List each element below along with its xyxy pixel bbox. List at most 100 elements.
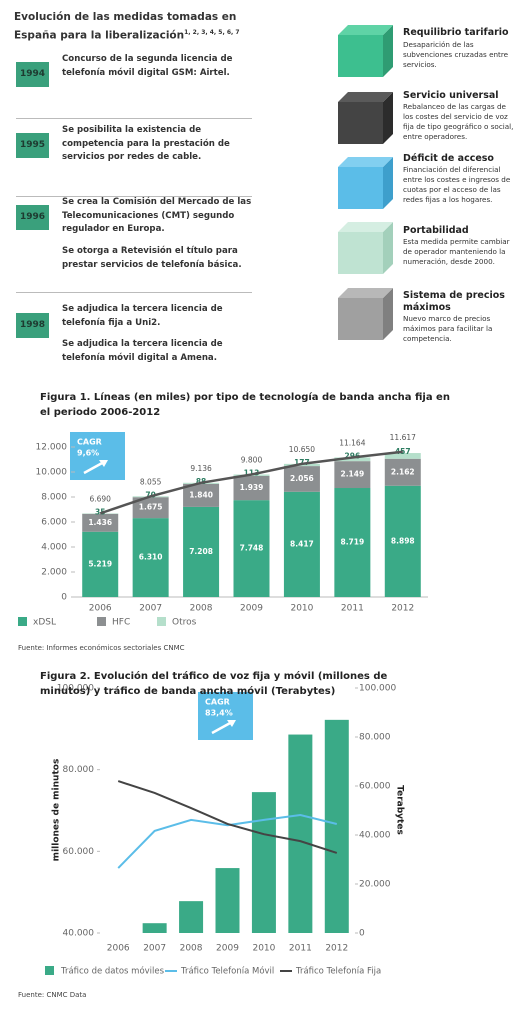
line <box>117 780 338 854</box>
measure-description: Desaparición de las subvenciones cruzada… <box>403 40 509 69</box>
bar-segment <box>233 475 270 501</box>
value-label: 1.436 <box>88 518 112 527</box>
bar-segment <box>334 457 371 462</box>
value-label: 70 <box>145 490 155 499</box>
value-label: 1.675 <box>139 503 163 512</box>
year-box: 1995 <box>16 133 49 158</box>
bar-segment <box>132 497 169 519</box>
bar-segment <box>82 531 119 597</box>
x-tick-label: 2008 <box>190 604 213 614</box>
y-tick-label: 80.000 <box>63 765 95 775</box>
value-label: 113 <box>244 469 260 478</box>
value-label: 8.898 <box>391 536 415 545</box>
y2-tick-label: 100.000 <box>359 684 396 694</box>
bar-segment <box>334 488 371 597</box>
total-label: 11.164 <box>339 438 365 447</box>
cube-side <box>383 288 393 340</box>
superscript: 1, 2, 3, 4, 5, 6, 7 <box>184 29 240 36</box>
y2-tick-label: 0 <box>359 929 365 939</box>
y-tick-label: 8.000 <box>41 493 67 503</box>
cube-side <box>383 92 393 144</box>
line <box>117 813 338 869</box>
measure-title: Requilibrio tarifario <box>403 27 509 38</box>
cagr-arrow <box>211 720 233 735</box>
value-label: 6.310 <box>139 553 163 562</box>
value-label: 7.208 <box>189 547 213 556</box>
value-label: 8.417 <box>290 539 314 548</box>
bar-segment <box>384 458 421 486</box>
bar-segment <box>233 500 270 597</box>
timeline-text: Se crea la Comisión del Mercado de las T… <box>62 197 252 234</box>
measure-description: Financiación del diferencial entre los c… <box>403 165 511 204</box>
bar-segment <box>183 483 220 507</box>
measure-description: Nuevo marco de precios máximos para faci… <box>403 314 493 343</box>
value-label: 296 <box>345 451 361 460</box>
cube-face <box>338 167 383 209</box>
bar-segment <box>283 491 320 597</box>
source: Fuente: Informes económicos sectoriales … <box>18 644 185 652</box>
value-label: 2.056 <box>290 474 314 483</box>
cagr-box <box>198 692 253 740</box>
measure-title: Servicio universal <box>403 90 499 101</box>
legend-label: Tráfico Telefonía Fija <box>295 967 381 977</box>
figure-title: Figura 2. Evolución del tráfico de voz f… <box>40 671 388 697</box>
timeline-text: Concurso de la segunda licencia de telef… <box>62 54 233 78</box>
bar-segment <box>82 513 119 532</box>
bar <box>288 734 313 933</box>
x-tick-label: 2006 <box>107 944 130 954</box>
cube-face <box>338 232 383 274</box>
measure-title: Portabilidad <box>403 225 469 236</box>
header-title: Evolución de las medidas tomadas en Espa… <box>14 10 274 44</box>
x-tick-label: 2007 <box>143 944 166 954</box>
bar-segment <box>384 453 421 459</box>
cagr-box <box>70 432 125 480</box>
value-label: 177 <box>294 458 310 467</box>
cube-side <box>383 222 393 274</box>
x-tick-label: 2010 <box>252 944 275 954</box>
legend-label: Tráfico Telefonía Móvil <box>180 966 274 977</box>
cagr-arrowhead <box>227 720 236 727</box>
total-label: 11.617 <box>390 433 416 442</box>
separator <box>16 196 252 197</box>
cagr-label: CAGR <box>205 698 230 707</box>
legend-swatch <box>18 617 27 626</box>
value-label: 2.162 <box>391 467 415 476</box>
x-tick-label: 2012 <box>391 604 414 614</box>
value-label: 2.149 <box>340 470 364 479</box>
source: Fuente: CNMC Data <box>18 991 86 999</box>
figure-title: Figura 1. Líneas (en miles) por tipo de … <box>40 392 450 418</box>
year-box: 1996 <box>16 205 49 230</box>
value-label: 457 <box>395 447 411 456</box>
value-label: 88 <box>196 477 206 486</box>
y-tick-label: 40.000 <box>63 929 95 939</box>
bar-segment <box>384 485 421 597</box>
measure-description: Esta medida permite cambiar de operador … <box>403 237 510 266</box>
y-tick-label: 0 <box>61 593 67 603</box>
value-label: 5.219 <box>88 559 112 568</box>
cagr-label: CAGR <box>77 438 102 447</box>
cagr-value: 9,6% <box>77 449 99 458</box>
y2-tick-label: 40.000 <box>359 831 391 841</box>
y-tick-label: 100.000 <box>57 684 94 694</box>
x-tick-label: 2009 <box>240 604 263 614</box>
separator <box>16 118 252 119</box>
bar-segment <box>334 461 371 489</box>
timeline-text: Se otorga a Retevisión el título para pr… <box>62 246 242 270</box>
y-tick-label: 10.000 <box>36 468 68 478</box>
legend-swatch <box>45 966 54 975</box>
cube-face <box>338 102 383 144</box>
value-label: 8.719 <box>340 538 364 547</box>
measure-title: Déficit de acceso <box>403 153 494 164</box>
total-label: 8.055 <box>140 477 162 486</box>
bar <box>324 719 349 933</box>
value-label: 1.939 <box>240 483 264 492</box>
legend-swatch <box>157 617 166 626</box>
cube-face <box>338 35 383 77</box>
value-label: 7.748 <box>240 544 264 553</box>
legend-label: Otros <box>172 618 197 628</box>
bar <box>142 923 167 933</box>
cagr-arrowhead <box>99 460 108 467</box>
